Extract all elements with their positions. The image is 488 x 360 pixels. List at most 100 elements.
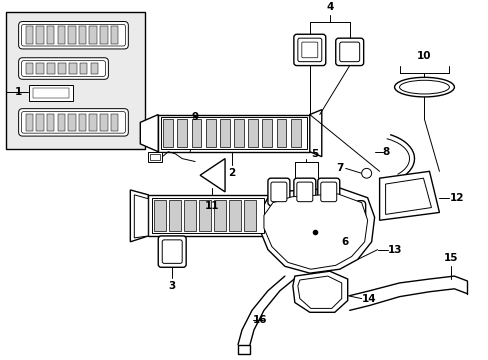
Polygon shape (140, 114, 158, 152)
Bar (29, 85, 73, 101)
Bar (276, 120, 286, 147)
FancyBboxPatch shape (270, 182, 286, 202)
Polygon shape (292, 271, 347, 312)
Text: 6: 6 (341, 237, 347, 247)
Bar (47, 26, 54, 44)
FancyBboxPatch shape (301, 42, 317, 58)
Bar (79, 26, 86, 44)
FancyBboxPatch shape (21, 24, 125, 46)
Bar (58, 113, 65, 131)
Ellipse shape (399, 80, 448, 94)
Bar (148, 195, 267, 236)
Bar (110, 113, 118, 131)
Bar (25, 113, 33, 131)
Bar (290, 120, 300, 147)
Text: 9: 9 (191, 112, 198, 122)
Text: 15: 15 (443, 253, 458, 264)
Text: 14: 14 (361, 294, 376, 303)
FancyBboxPatch shape (355, 201, 365, 222)
Bar (89, 26, 97, 44)
Bar (262, 120, 272, 147)
Bar (68, 26, 76, 44)
Text: 3: 3 (168, 281, 176, 291)
FancyBboxPatch shape (320, 182, 336, 202)
Bar (177, 120, 187, 147)
Polygon shape (385, 178, 430, 215)
Ellipse shape (361, 168, 371, 178)
FancyBboxPatch shape (19, 22, 128, 49)
Bar (148, 152, 162, 162)
Bar (36, 113, 43, 131)
Bar (80, 63, 87, 75)
Polygon shape (260, 188, 374, 273)
Bar (6, 12, 145, 149)
Polygon shape (309, 110, 321, 157)
Polygon shape (297, 276, 341, 309)
FancyBboxPatch shape (293, 178, 315, 206)
Bar (214, 200, 225, 231)
Bar (100, 26, 107, 44)
Polygon shape (379, 171, 439, 220)
Bar (47, 113, 54, 131)
Text: 11: 11 (204, 201, 219, 211)
Ellipse shape (394, 77, 453, 97)
Bar (191, 120, 201, 147)
Bar (33, 88, 69, 98)
FancyBboxPatch shape (317, 178, 339, 206)
Text: 7: 7 (335, 163, 343, 174)
Bar (110, 26, 118, 44)
Bar (68, 113, 76, 131)
Polygon shape (134, 195, 148, 238)
Bar (158, 114, 309, 152)
Polygon shape (264, 194, 367, 269)
Bar (205, 120, 215, 147)
Polygon shape (130, 190, 148, 242)
FancyBboxPatch shape (21, 112, 125, 133)
Text: 2: 2 (228, 168, 235, 179)
FancyBboxPatch shape (162, 240, 182, 264)
Bar (69, 63, 76, 75)
Bar (169, 200, 181, 231)
Polygon shape (200, 159, 224, 192)
Bar (238, 345, 249, 354)
Bar (234, 120, 244, 147)
FancyBboxPatch shape (267, 178, 289, 206)
Bar (228, 200, 241, 231)
FancyBboxPatch shape (296, 182, 312, 202)
Bar (244, 200, 255, 231)
Text: 8: 8 (382, 147, 389, 157)
Bar (37, 63, 44, 75)
FancyBboxPatch shape (21, 61, 105, 76)
Bar (89, 113, 97, 131)
Bar (220, 120, 229, 147)
Text: 1: 1 (15, 87, 22, 97)
Bar (100, 113, 107, 131)
Bar (25, 63, 33, 75)
Bar (58, 63, 65, 75)
Text: 4: 4 (325, 2, 333, 12)
Bar (150, 154, 160, 159)
Bar (161, 117, 306, 149)
Bar (47, 63, 55, 75)
Text: 5: 5 (310, 149, 318, 159)
FancyBboxPatch shape (297, 38, 321, 62)
FancyBboxPatch shape (158, 236, 186, 267)
Text: 13: 13 (387, 245, 401, 255)
Text: 12: 12 (448, 193, 463, 203)
Bar (248, 120, 258, 147)
Bar (184, 200, 196, 231)
Bar (154, 200, 166, 231)
FancyBboxPatch shape (19, 58, 108, 79)
Bar (152, 198, 264, 233)
Text: 16: 16 (252, 315, 267, 325)
Bar (90, 63, 98, 75)
Bar (36, 26, 43, 44)
FancyBboxPatch shape (19, 109, 128, 136)
Bar (25, 26, 33, 44)
FancyBboxPatch shape (335, 38, 363, 66)
Ellipse shape (404, 193, 414, 203)
Bar (58, 26, 65, 44)
Bar (79, 113, 86, 131)
Text: 10: 10 (416, 51, 431, 61)
FancyBboxPatch shape (293, 34, 325, 66)
